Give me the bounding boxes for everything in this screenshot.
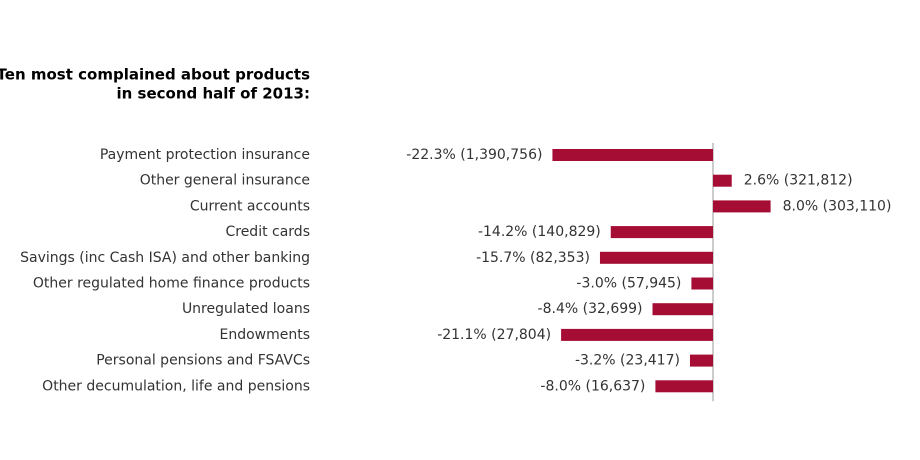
bar <box>652 303 713 316</box>
value-label: -14.2% (140,829) <box>478 224 601 240</box>
category-label: Endowments <box>219 327 310 343</box>
bar <box>655 380 713 393</box>
bar <box>599 251 713 264</box>
category-label: Unregulated loans <box>182 301 310 317</box>
value-label: -8.0% (16,637) <box>540 378 645 394</box>
category-label: Other general insurance <box>140 173 310 189</box>
category-label: Payment protection insurance <box>100 147 310 163</box>
bar <box>713 174 732 187</box>
value-label: -22.3% (1,390,756) <box>406 147 542 163</box>
category-label: Other regulated home finance products <box>33 276 310 292</box>
bar <box>691 277 713 290</box>
bar <box>689 354 713 367</box>
value-label: -15.7% (82,353) <box>476 250 590 266</box>
chart-title: Ten most complained about products <box>0 66 310 84</box>
category-label: Credit cards <box>225 224 310 240</box>
value-label: 2.6% (321,812) <box>744 173 853 189</box>
category-label: Other decumulation, life and pensions <box>42 378 310 394</box>
chart-title: in second half of 2013: <box>117 85 310 103</box>
value-label: -8.4% (32,699) <box>538 301 643 317</box>
value-label: -3.2% (23,417) <box>575 353 680 369</box>
bar <box>552 149 713 161</box>
category-label: Personal pensions and FSAVCs <box>96 353 310 369</box>
value-label: -21.1% (27,804) <box>437 327 551 343</box>
category-label: Current accounts <box>190 198 310 214</box>
value-label: 8.0% (303,110) <box>783 198 892 214</box>
bar <box>610 226 713 239</box>
category-label: Savings (inc Cash ISA) and other banking <box>20 250 310 266</box>
bar <box>561 328 713 341</box>
bar <box>713 200 771 213</box>
value-label: -3.0% (57,945) <box>576 276 681 292</box>
